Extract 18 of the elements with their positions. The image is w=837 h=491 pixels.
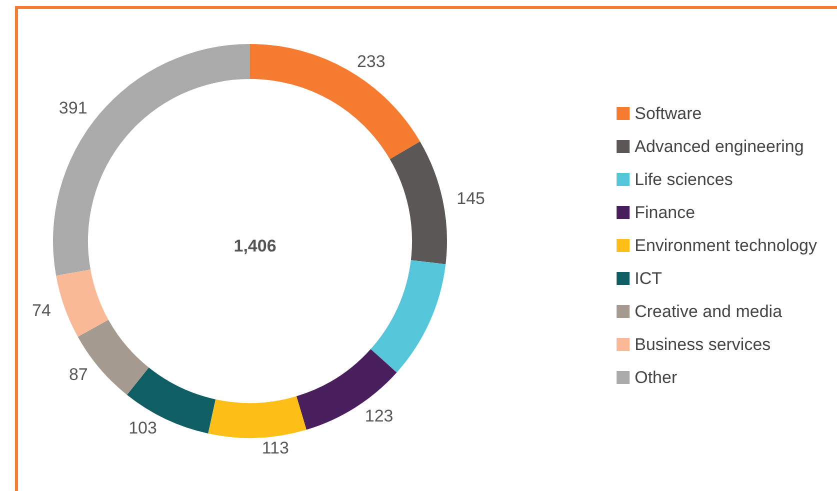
data-label: 123 — [364, 406, 394, 426]
legend-label: Environment technology — [634, 236, 818, 255]
data-label: 74 — [32, 300, 51, 320]
data-label: 391 — [58, 98, 88, 118]
data-label: 87 — [68, 365, 88, 384]
data-label: 103 — [128, 418, 157, 438]
legend-label: ICT — [634, 269, 662, 288]
data-label: 233 — [356, 52, 386, 71]
data-label: 145 — [456, 189, 486, 208]
legend-label: Advanced engineering — [634, 137, 804, 156]
text: 1,406 — [234, 236, 276, 256]
legend-label: Other — [634, 368, 678, 387]
legend-label: Software — [634, 104, 702, 123]
data-label: 113 — [262, 438, 289, 458]
legend-label: Business services — [634, 335, 771, 354]
legend-label: Life sciences — [634, 170, 733, 189]
legend-label: Finance — [634, 203, 696, 222]
legend-label: Creative and media — [634, 302, 783, 321]
